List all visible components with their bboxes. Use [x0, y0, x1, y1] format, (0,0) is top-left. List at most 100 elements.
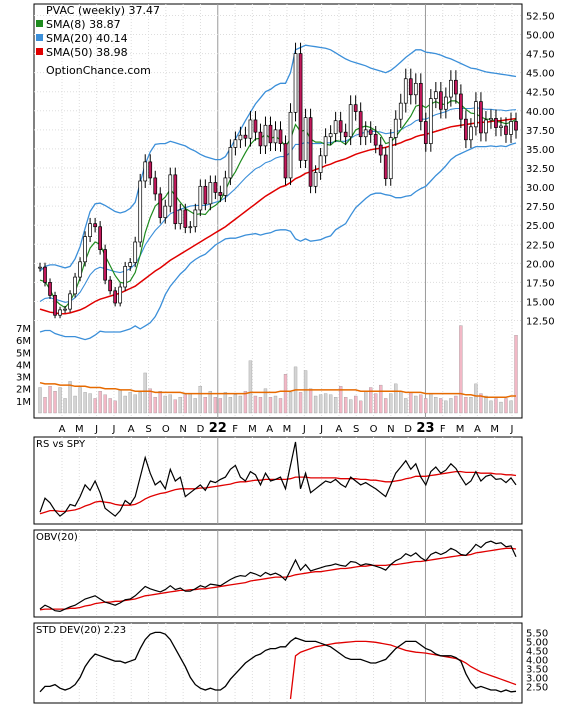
- volume-bar: [153, 397, 157, 414]
- y-tick-label: 47.50: [526, 50, 555, 61]
- x-tick-label: J: [510, 424, 514, 435]
- x-tick-label: A: [336, 424, 343, 435]
- volume-bar: [399, 391, 403, 414]
- candle-body: [158, 193, 163, 218]
- volume-bar: [374, 393, 378, 414]
- volume-tick-label: 3M: [16, 373, 31, 384]
- std-tick-label: 4.00: [526, 655, 548, 666]
- y-tick-label: 40.00: [526, 107, 555, 118]
- candle-body: [433, 91, 438, 99]
- y-tick-label: 25.00: [526, 221, 555, 232]
- candle-body: [248, 119, 253, 139]
- legend-swatch-sma8: [36, 20, 43, 27]
- std-tick-label: 2.50: [526, 682, 548, 693]
- volume-bar: [303, 370, 308, 414]
- candle-body: [268, 124, 273, 144]
- volume-bar: [318, 394, 323, 414]
- y-tick-label: 35.00: [526, 145, 555, 156]
- y-tick-label: 27.50: [526, 202, 555, 213]
- candle-body: [449, 79, 453, 98]
- candle-body: [108, 279, 113, 292]
- volume-bar: [68, 381, 72, 414]
- candle-body: [38, 266, 42, 269]
- volume-bar: [429, 393, 433, 414]
- volume-bar: [228, 397, 233, 414]
- volume-bar: [434, 397, 438, 414]
- candle-body: [48, 282, 52, 296]
- legend-sma20: SMA(20) 40.14: [46, 32, 128, 45]
- rs-signal-line: [39, 470, 517, 515]
- volume-bar: [238, 395, 243, 414]
- candle-body: [484, 119, 488, 134]
- volume-bar: [243, 391, 248, 414]
- std-tick-label: 5.50: [526, 628, 548, 639]
- candle-body: [143, 161, 148, 182]
- candle-body: [88, 223, 92, 238]
- y-tick-label: 52.50: [526, 11, 555, 22]
- candle-body: [358, 111, 363, 138]
- candle-body: [173, 174, 178, 225]
- volume-tick-label: 1M: [16, 397, 31, 408]
- candle-body: [193, 209, 198, 228]
- obv-panel: [39, 540, 517, 613]
- candle-body: [93, 223, 97, 228]
- candle-body: [163, 205, 168, 218]
- volume-bar: [444, 400, 448, 414]
- volume-bar: [218, 398, 223, 414]
- candle-body: [383, 154, 388, 180]
- volume-bar: [338, 386, 343, 414]
- x-tick-label: S: [145, 424, 151, 435]
- volume-bar: [364, 391, 368, 414]
- volume-bar: [414, 395, 418, 414]
- x-tick-label: M: [490, 424, 499, 435]
- volume-bar: [354, 395, 358, 414]
- volume-bar: [53, 391, 57, 414]
- volume-bar: [138, 392, 142, 414]
- candle-body: [128, 262, 133, 267]
- volume-bar: [163, 395, 167, 414]
- candle-body: [388, 137, 393, 180]
- volume-bar: [203, 397, 208, 414]
- candle-body: [308, 117, 313, 187]
- volume-bar: [158, 391, 162, 414]
- std-tick-label: 5.00: [526, 637, 548, 648]
- panel-frame-std: [33, 622, 523, 704]
- obv-line: [39, 540, 517, 613]
- volume-bar: [298, 392, 303, 414]
- volume-bar: [198, 386, 202, 414]
- volume-bar: [58, 387, 62, 414]
- volume-bar: [359, 400, 363, 414]
- volume-bar: [469, 397, 473, 414]
- candle-body: [328, 133, 333, 138]
- x-tick-label: J: [94, 424, 98, 435]
- candle-body: [489, 118, 493, 121]
- candle-body: [273, 129, 278, 144]
- candle-body: [223, 177, 228, 196]
- rs-label: RS vs SPY: [36, 439, 86, 450]
- candle-body: [408, 78, 413, 96]
- legend-swatch-sma20: [36, 34, 43, 41]
- volume-bar: [133, 394, 137, 414]
- volume-bar: [143, 372, 147, 414]
- candle-body: [208, 182, 213, 205]
- volume-bar: [454, 395, 458, 414]
- volume-bar: [328, 394, 333, 414]
- std-tick-label: 3.00: [526, 673, 548, 684]
- candle-body: [253, 119, 258, 133]
- candle-body: [78, 261, 82, 278]
- volume-bar: [258, 397, 263, 414]
- candle-body: [514, 121, 518, 131]
- candle-body: [353, 104, 358, 112]
- volume-bar: [183, 394, 187, 414]
- candle-body: [509, 121, 513, 135]
- axes: A M J J A S O N D 22 F M A M J J A S O N D 23 F M A M J52.5050.004…: [16, 11, 555, 693]
- volume-bar: [459, 325, 463, 414]
- volume-bar: [148, 388, 152, 414]
- grid: [33, 3, 523, 704]
- sma20-line: [39, 107, 517, 303]
- volume-bar: [168, 394, 172, 414]
- candle-body: [298, 53, 303, 161]
- candle-body: [438, 91, 443, 110]
- candle-body: [103, 249, 107, 281]
- volume-bar: [98, 391, 102, 414]
